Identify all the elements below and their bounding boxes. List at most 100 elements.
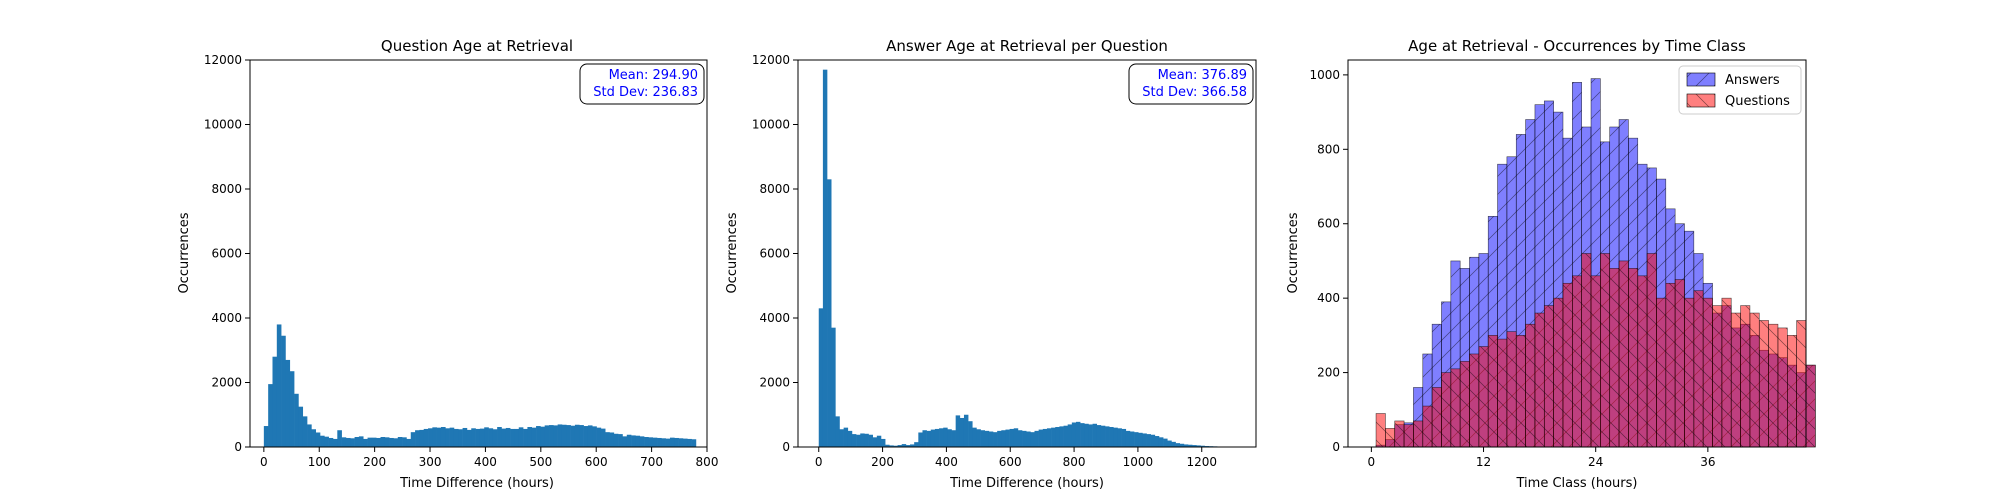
bar-22: [358, 436, 364, 447]
bar-hatch-questions-31: [1656, 298, 1666, 447]
bar-48: [1017, 430, 1023, 447]
bar-hatch-questions-34: [1684, 298, 1694, 447]
bar-hatch-questions-47: [1806, 365, 1816, 447]
bar-8: [851, 434, 857, 447]
bar-58: [1059, 426, 1064, 447]
bar-91: [657, 437, 662, 447]
bar-23: [363, 438, 368, 447]
bar-26: [376, 437, 381, 447]
bar-68: [557, 424, 563, 447]
legend-swatch-answers-hatch: [1687, 73, 1715, 86]
bar-42: [993, 432, 998, 447]
x-axis-label: Time Difference (hours): [949, 476, 1104, 491]
bar-19: [897, 445, 903, 447]
bars-group: [263, 324, 697, 447]
bar-hatch-answers-5: [1413, 387, 1423, 447]
bar-hatch-answers-9: [1450, 260, 1461, 447]
bar-60: [523, 428, 528, 447]
y-tick-label: 0: [234, 440, 242, 454]
bar-30: [393, 438, 399, 447]
bar-hatch-answers-24: [1591, 78, 1601, 447]
bar-35: [415, 430, 420, 447]
bar-96: [678, 438, 684, 447]
y-tick-label: 10000: [204, 118, 242, 132]
x-axis: 0 100 200 300 400 500 600 700 800: [260, 447, 718, 469]
bar-76: [592, 426, 597, 447]
bar-30: [943, 427, 948, 447]
y-axis: 0 2000 4000 6000 8000 10000 12000: [752, 53, 798, 454]
bar-84: [626, 434, 632, 447]
bar-32: [951, 430, 956, 447]
bar-hatch-questions-20: [1553, 298, 1563, 447]
bar-hatch-answers-7: [1432, 324, 1442, 447]
bar-83: [622, 436, 628, 447]
bar-24: [367, 437, 373, 447]
plot-frame: [249, 59, 708, 448]
bar-88: [644, 437, 649, 447]
stats-box-frame: [579, 63, 705, 105]
chart-title: Age at Retrieval - Occurrences by Time C…: [1408, 37, 1746, 55]
mean-label: Mean: 376.89: [1158, 68, 1247, 83]
chart-question-age: Question Age at Retrieval 0 100 200 300 400 5…: [177, 37, 718, 491]
bar-hatch-answers-19: [1544, 100, 1554, 448]
bar-9: [302, 416, 308, 447]
bar-53: [492, 429, 498, 447]
bar-hatch-questions-38: [1721, 298, 1732, 447]
x-tick-label: 1200: [1186, 455, 1217, 469]
bar-86: [635, 435, 641, 447]
bar-hatch-questions-3: [1394, 420, 1405, 447]
bar-20: [350, 438, 355, 447]
y-tick-label: 400: [1317, 291, 1340, 305]
bar-13: [320, 435, 325, 447]
x-tick-label: 800: [1063, 455, 1086, 469]
x-axis: 0 200 400 600 800 1000 1200: [815, 447, 1217, 469]
bar-hatch-answers-14: [1497, 164, 1507, 447]
bar-1: [822, 69, 828, 448]
bar-21: [354, 437, 360, 447]
x-axis-label: Time Class (hours): [1516, 476, 1638, 491]
bar-48: [471, 428, 476, 447]
bar-hatch-answers-17: [1525, 119, 1535, 448]
bar-3: [831, 327, 836, 447]
bar-56: [1051, 427, 1056, 447]
bar-75: [1129, 431, 1135, 447]
stats-box-frame: [1128, 63, 1254, 105]
bar-hatch-questions-44: [1777, 327, 1788, 447]
x-axis: 0 12 24 36: [1368, 447, 1715, 469]
bar-79: [1146, 434, 1151, 447]
bar-85: [631, 435, 636, 447]
bar-hatch-questions-35: [1693, 290, 1704, 447]
bar-12: [315, 432, 321, 447]
bar-2: [827, 179, 832, 447]
bar-34: [959, 417, 965, 447]
bar-hatch-questions-6: [1422, 406, 1433, 447]
chart-title: Answer Age at Retrieval per Question: [886, 37, 1168, 55]
bar-hatch-questions-28: [1628, 268, 1638, 447]
bar-hatch-questions-7: [1432, 387, 1442, 447]
bar-98: [687, 438, 692, 447]
bar-hatch-questions-4: [1404, 424, 1414, 447]
bar-54: [1042, 428, 1048, 447]
bar-57: [510, 428, 515, 447]
bar-44: [453, 428, 459, 447]
bar-56: [505, 427, 511, 447]
y-tick-label: 1000: [1309, 68, 1340, 82]
bar-89: [648, 437, 654, 447]
bar-78: [1142, 433, 1147, 447]
bar-7: [847, 430, 853, 447]
chart-time-class: Age at Retrieval - Occurrences by Time C…: [1286, 37, 1816, 491]
y-tick-label: 10000: [752, 118, 790, 132]
bar-29: [389, 437, 394, 447]
bar-hatch-questions-1: [1376, 413, 1386, 447]
bar-36: [419, 429, 425, 447]
bar-5: [839, 429, 844, 447]
bar-31: [947, 429, 952, 447]
stats-box: Mean: 376.89 Std Dev: 366.58: [1128, 63, 1254, 105]
bar-2: [272, 356, 278, 447]
bar-1: [268, 384, 273, 447]
bar-74: [1125, 430, 1131, 447]
bar-80: [1150, 434, 1156, 447]
bar-11: [864, 433, 869, 447]
bar-75: [587, 425, 593, 447]
x-tick-label: 500: [529, 455, 552, 469]
